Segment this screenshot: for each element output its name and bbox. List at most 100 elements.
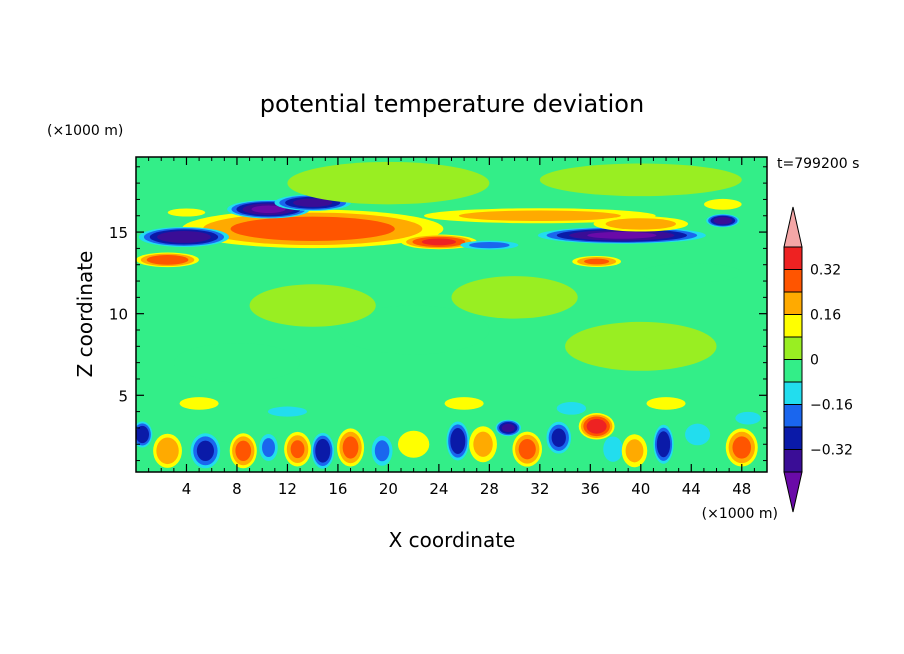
contour-ring	[157, 231, 211, 243]
x-tick-label: 32	[530, 480, 549, 498]
contour-feature	[565, 321, 717, 371]
contour-ring	[290, 440, 305, 459]
contour-feature	[136, 252, 199, 268]
contour-feature	[653, 424, 674, 464]
contour-feature	[287, 161, 490, 205]
contour-feature	[179, 397, 219, 410]
contour-feature	[706, 214, 740, 228]
colorbar-tick-label: 0	[810, 353, 819, 369]
contour-ring	[267, 406, 307, 417]
x-tick-label: 44	[682, 480, 701, 498]
x-tick-label: 48	[732, 480, 751, 498]
contour-feature	[249, 284, 376, 327]
contour-ring	[685, 423, 711, 446]
contour-ring	[444, 397, 484, 410]
contour-ring	[450, 428, 466, 454]
contour-feature	[646, 397, 686, 410]
contour-ring	[732, 436, 752, 459]
contour-feature	[603, 436, 623, 462]
colorbar-swatch	[783, 269, 803, 293]
contour-ring	[235, 440, 252, 461]
contour-feature	[190, 433, 221, 469]
y-axis: 5 10 15	[109, 166, 767, 462]
colorbar-swatch	[783, 449, 803, 473]
colorbar-swatch	[783, 426, 803, 450]
contour-feature	[136, 421, 153, 448]
x-tick-label: 4	[182, 480, 192, 498]
colorbar-swatch	[783, 359, 803, 383]
contour-feature	[371, 435, 393, 466]
plot-area	[135, 156, 768, 473]
contour-feature	[424, 208, 656, 224]
contour-ring	[230, 216, 395, 241]
contour-ring	[587, 231, 657, 239]
contour-ring	[501, 423, 515, 433]
contour-feature	[336, 428, 365, 467]
contour-feature	[284, 431, 311, 467]
colorbar-tick-label: 0.16	[810, 308, 841, 324]
x-tick-label: 28	[480, 480, 499, 498]
contour-ring	[196, 440, 214, 461]
contour-ring	[556, 402, 587, 415]
contour-ring	[518, 438, 536, 460]
contour-feature	[400, 234, 477, 250]
x-tick-label: 40	[631, 480, 650, 498]
contour-feature	[397, 430, 430, 458]
contour-ring	[584, 258, 610, 265]
contour-ring	[704, 198, 742, 210]
colorbar-tick-label: 0.32	[810, 263, 841, 279]
contour-feature	[173, 343, 301, 383]
contour-ring	[605, 218, 677, 230]
contour-feature	[451, 276, 578, 319]
contour-feature	[267, 406, 307, 417]
contour-ring	[625, 439, 644, 463]
contour-fill-layer	[136, 161, 761, 469]
y-axis-label: Z coordinate	[73, 251, 97, 378]
contour-ring	[156, 437, 179, 465]
contour-ring	[342, 436, 359, 459]
contour-feature	[460, 240, 519, 250]
contour-feature	[311, 432, 335, 469]
x-unit-label: (×1000 m)	[702, 506, 778, 522]
x-tick-label: 24	[429, 480, 448, 498]
contour-ring	[656, 431, 671, 458]
x-tick-label: 12	[278, 480, 297, 498]
contour-ring	[397, 430, 430, 458]
y-tick-label: 5	[118, 387, 128, 405]
colorbar-tick-label: −0.16	[810, 398, 853, 414]
contour-ring	[735, 411, 761, 425]
x-tick-label: 36	[581, 480, 600, 498]
x-tick-label: 16	[328, 480, 347, 498]
chart-title: potential temperature deviation	[260, 90, 644, 118]
contour-feature	[495, 419, 522, 437]
contour-feature	[704, 198, 742, 210]
colorbar-bottom-arrow	[783, 471, 803, 513]
colorbar-swatch	[783, 314, 803, 338]
contour-feature	[537, 226, 706, 244]
contour-ring	[173, 343, 301, 383]
contour-ring	[315, 438, 331, 463]
contour-feature	[685, 423, 711, 446]
contour-feature	[735, 411, 761, 425]
y-unit-label: (×1000 m)	[47, 123, 123, 139]
contour-ring	[179, 397, 219, 410]
time-label: t=799200 s	[777, 156, 859, 172]
contour-feature	[556, 402, 587, 415]
colorbar-swatch	[783, 336, 803, 360]
contour-feature	[640, 263, 742, 283]
contour-ring	[458, 210, 621, 221]
contour-ring	[262, 438, 275, 457]
x-axis: 4 8 12 16 20 24 28 32 36 40 44 48	[148, 157, 755, 498]
colorbar: 0.32 0.16 0 −0.16 −0.32	[783, 206, 853, 513]
contour-feature	[182, 209, 444, 249]
contour-feature	[444, 397, 484, 410]
contour-ring	[640, 263, 742, 283]
x-axis-label: X coordinate	[389, 528, 516, 552]
contour-feature	[578, 413, 615, 440]
colorbar-swatch	[783, 381, 803, 405]
contour-feature	[259, 434, 278, 461]
y-tick-label: 10	[109, 306, 128, 324]
contour-feature	[546, 421, 572, 454]
contour-ring	[565, 321, 717, 371]
contour-feature	[229, 433, 257, 469]
